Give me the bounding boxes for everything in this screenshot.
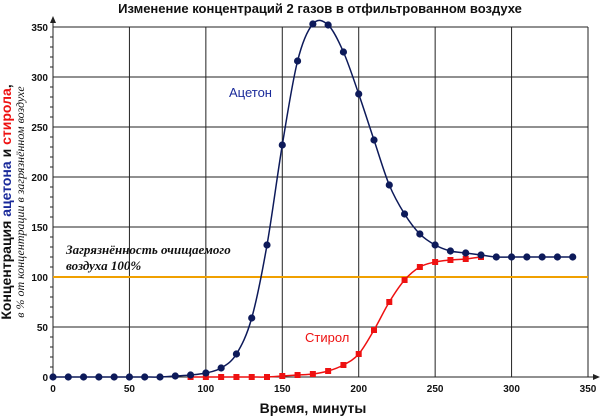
data-point-acetone: [278, 141, 286, 149]
reference-line-label-1: Загрязнённость очищаемого: [65, 242, 231, 257]
data-point-acetone: [400, 210, 409, 218]
data-point-acetone: [202, 369, 210, 377]
svg-text:Концентрация ацетона и стирола: Концентрация ацетона и стирола,: [0, 84, 14, 319]
data-point-acetone: [95, 373, 103, 381]
data-point-acetone: [171, 372, 179, 380]
data-point-acetone: [156, 373, 164, 381]
data-point-styrene: [355, 351, 362, 357]
y-label-and: и: [0, 145, 14, 161]
data-point-acetone: [416, 230, 424, 238]
data-point-acetone: [293, 57, 302, 65]
tick-labels: 0 50 100 150 200 250 300 350 0 50 100 150 200 250 300 3…: [31, 23, 596, 395]
data-point-acetone: [355, 90, 363, 98]
y-label-comma: ,: [0, 84, 14, 88]
data-point-acetone: [49, 373, 57, 381]
x-tick-label: 50: [124, 384, 136, 395]
y-label-acetone: ацетона: [0, 161, 14, 217]
data-point-acetone: [538, 253, 546, 261]
data-point-styrene: [294, 372, 301, 378]
data-point-acetone: [553, 253, 562, 261]
series-line-styrene: [190, 256, 482, 378]
data-point-acetone: [523, 253, 531, 261]
data-point-styrene: [202, 374, 209, 380]
data-point-acetone: [385, 181, 393, 189]
data-point-acetone: [477, 251, 485, 259]
data-point-acetone: [507, 253, 516, 261]
data-point-acetone: [431, 241, 439, 249]
data-point-acetone: [141, 373, 149, 381]
data-point-acetone: [492, 253, 500, 261]
data-point-styrene: [325, 368, 332, 374]
data-point-styrene: [401, 277, 408, 283]
x-tick-label: 0: [50, 384, 56, 395]
series-label-acetone: Ацетон: [229, 85, 272, 100]
x-tick-label: 300: [503, 384, 520, 395]
axes: [50, 16, 600, 380]
data-point-acetone: [263, 241, 271, 249]
data-point-acetone: [79, 373, 88, 381]
data-point-acetone: [462, 249, 470, 257]
y-label-part1: Концентрация: [0, 217, 14, 320]
x-axis-arrow-icon: [593, 374, 600, 380]
y-tick-label: 0: [42, 373, 48, 384]
x-tick-label: 250: [427, 384, 444, 395]
data-point-styrene: [309, 371, 316, 377]
data-point-acetone: [232, 350, 241, 358]
data-point-acetone: [569, 253, 577, 261]
data-point-acetone: [125, 373, 134, 381]
y-tick-label: 150: [31, 223, 48, 234]
y-label-styrene: стирола: [0, 88, 14, 145]
y-label-line2: в % от концентрации в загрязнённом возду…: [13, 86, 27, 318]
data-point-acetone: [339, 48, 348, 56]
data-point-acetone: [309, 20, 317, 28]
y-tick-label: 100: [31, 273, 48, 284]
y-tick-label: 350: [31, 23, 48, 34]
x-axis-label: Время, минуты: [260, 400, 367, 416]
x-tick-label: 350: [580, 384, 597, 395]
data-point-styrene: [279, 373, 286, 379]
y-axis-label: Концентрация ацетона и стирола, в % от к…: [0, 84, 27, 319]
series-label-styrene: Стирол: [305, 330, 349, 345]
x-tick-label: 100: [198, 384, 215, 395]
grid: [53, 26, 589, 377]
data-point-acetone: [110, 373, 118, 381]
x-tick-label: 200: [350, 384, 367, 395]
data-point-acetone: [446, 247, 455, 255]
series-group: [49, 19, 588, 381]
data-point-styrene: [371, 327, 377, 333]
data-point-styrene: [340, 362, 347, 368]
data-point-acetone: [217, 364, 225, 372]
data-point-styrene: [386, 299, 393, 305]
chart-title: Изменение концентраций 2 газов в отфильт…: [118, 1, 522, 16]
y-tick-label: 250: [31, 123, 48, 134]
y-tick-label: 300: [31, 73, 48, 84]
data-point-acetone: [186, 371, 195, 379]
y-tick-label: 50: [37, 323, 49, 334]
reference-line-label-2: воздуха 100%: [66, 258, 141, 273]
x-tick-label: 150: [274, 384, 291, 395]
data-point-styrene: [462, 256, 469, 262]
y-tick-label: 200: [31, 173, 48, 184]
data-point-styrene: [447, 257, 454, 263]
y-axis-arrow-icon: [50, 16, 56, 23]
data-point-acetone: [64, 373, 72, 381]
data-point-styrene: [264, 374, 270, 380]
data-point-styrene: [233, 374, 240, 380]
series-line-acetone: [53, 19, 573, 378]
data-point-styrene: [218, 374, 225, 380]
data-point-acetone: [370, 136, 378, 144]
data-point-styrene: [248, 374, 255, 380]
data-point-styrene: [432, 259, 439, 265]
data-point-acetone: [324, 21, 332, 29]
data-point-acetone: [248, 314, 256, 322]
data-point-styrene: [416, 264, 423, 270]
